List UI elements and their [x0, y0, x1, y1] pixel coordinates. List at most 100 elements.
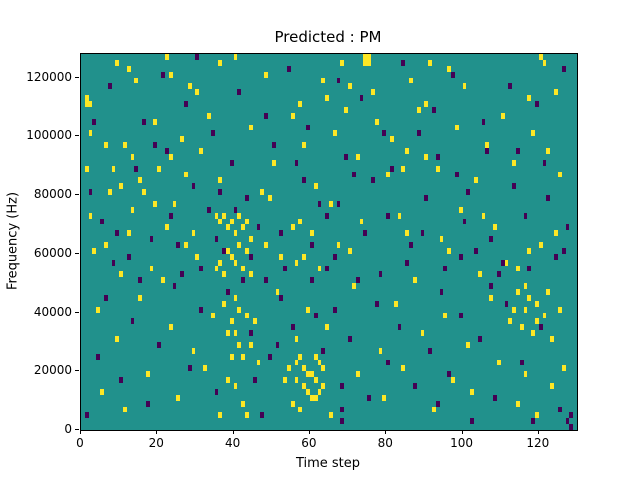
heatmap-cell [344, 106, 349, 113]
heatmap-cell [321, 347, 326, 354]
heatmap-cell [267, 195, 272, 201]
x-tick-mark [232, 430, 234, 434]
heatmap-cell [500, 112, 505, 119]
heatmap-cell [447, 371, 452, 378]
heatmap-cell [538, 54, 543, 60]
heatmap-cell [531, 418, 536, 425]
heatmap-cell [264, 242, 268, 248]
heatmap-cell [229, 253, 234, 260]
heatmap-cell [512, 183, 516, 190]
heatmap-cell [222, 271, 226, 278]
heatmap-cell [195, 89, 200, 96]
heatmap-cell [222, 247, 226, 254]
heatmap-cell [153, 118, 158, 125]
heatmap-cell [203, 365, 207, 372]
heatmap-cell [542, 159, 547, 166]
heatmap-cell [515, 400, 520, 407]
heatmap-cell [260, 412, 265, 419]
heatmap-cell [329, 412, 333, 419]
x-tick-mark [308, 430, 310, 434]
heatmap-cell [332, 306, 337, 313]
heatmap-cell [134, 165, 139, 172]
y-tick-label: 40000 [33, 304, 72, 319]
heatmap-cell [527, 294, 532, 301]
heatmap-cell [496, 271, 501, 278]
heatmap-cell [241, 277, 246, 284]
heatmap-cell [225, 289, 230, 295]
heatmap-cell [565, 224, 570, 231]
heatmap-cell [424, 195, 429, 201]
heatmap-cell [306, 306, 310, 313]
heatmap-cell [210, 130, 215, 137]
x-axis-tick-marks [80, 430, 576, 435]
heatmap-cell [546, 148, 551, 154]
heatmap-cell [84, 95, 89, 101]
heatmap-cell [130, 206, 135, 213]
heatmap-cell [107, 189, 112, 195]
heatmap-cell [126, 253, 131, 260]
y-tick-label: 80000 [33, 187, 72, 201]
heatmap-cell [454, 124, 459, 131]
heatmap-cell [100, 388, 104, 395]
heatmap-cell [84, 165, 89, 172]
heatmap-cell [168, 153, 173, 160]
heatmap-cell [447, 247, 452, 254]
heatmap-cell [176, 394, 181, 401]
heatmap-cell [412, 383, 417, 389]
heatmap-cell [432, 106, 436, 113]
heatmap-cell [241, 400, 246, 407]
heatmap-cell [458, 253, 463, 260]
x-axis-tick-labels: 0 20 40 60 80 100 120 [76, 436, 576, 450]
heatmap-cell [191, 347, 196, 354]
x-tick-label: 80 [377, 436, 393, 450]
heatmap-cell [237, 89, 242, 96]
heatmap-cell [264, 71, 268, 78]
heatmap-cell [298, 353, 303, 360]
heatmap-cell [245, 195, 249, 201]
x-tick-label: 20 [148, 436, 164, 450]
y-tick-label: 20000 [33, 363, 72, 378]
heatmap-cell [481, 212, 486, 219]
heatmap-cell [290, 224, 295, 231]
heatmap-cell [557, 171, 562, 178]
heatmap-cell [321, 383, 326, 389]
heatmap-cell [191, 230, 196, 237]
heatmap-cell [157, 341, 162, 348]
heatmap-cell [550, 383, 555, 389]
heatmap-cell [340, 383, 345, 389]
heatmap-cell [130, 153, 135, 160]
heatmap-cell [302, 142, 307, 148]
heatmap-cell [142, 189, 146, 195]
heatmap-cell [313, 312, 318, 319]
heatmap-cell [229, 159, 234, 166]
heatmap-cell [241, 224, 246, 231]
heatmap-cell [317, 265, 322, 272]
heatmap-cell [473, 177, 478, 184]
heatmap-cell [321, 365, 326, 372]
heatmap-cell [325, 265, 329, 272]
heatmap-cell [390, 136, 394, 143]
heatmap-cell [210, 312, 215, 319]
heatmap-cell [88, 212, 93, 219]
y-tick-mark [75, 311, 79, 313]
heatmap-cell [493, 394, 497, 401]
heatmap-cell [409, 77, 413, 84]
heatmap-cell [554, 89, 558, 96]
heatmap-cell [367, 394, 371, 401]
heatmap-cell [451, 71, 455, 78]
heatmap-cell [283, 265, 288, 272]
heatmap-cell [233, 230, 238, 237]
heatmap-cell [493, 224, 497, 231]
heatmap-cell [359, 218, 364, 225]
heatmap-cell [157, 165, 162, 172]
heatmap-cell [279, 253, 284, 260]
heatmap-cell [309, 394, 314, 401]
heatmap-cell [401, 165, 406, 172]
heatmap-cell [176, 242, 181, 248]
heatmap-cell [378, 271, 383, 278]
heatmap-cell [229, 218, 234, 225]
heatmap-cell [309, 242, 314, 248]
heatmap-cell [561, 65, 566, 72]
heatmap-cell [443, 265, 448, 272]
heatmap-cell [355, 371, 360, 378]
